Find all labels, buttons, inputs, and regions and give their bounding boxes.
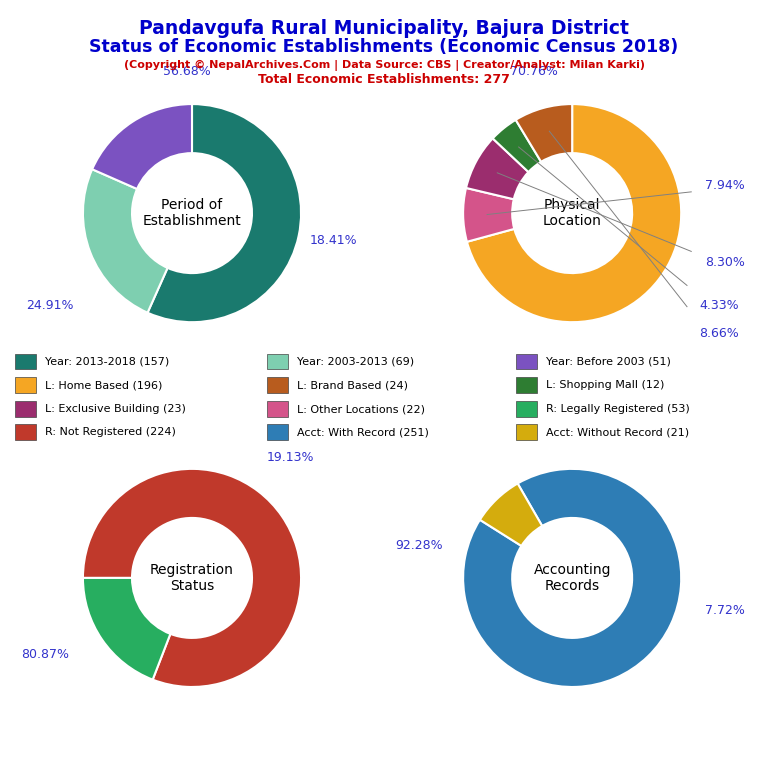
Text: 4.33%: 4.33% (700, 300, 739, 313)
Text: (Copyright © NepalArchives.Com | Data Source: CBS | Creator/Analyst: Milan Karki: (Copyright © NepalArchives.Com | Data So… (124, 60, 644, 71)
Text: 8.30%: 8.30% (705, 256, 745, 269)
Wedge shape (92, 104, 192, 189)
FancyBboxPatch shape (516, 401, 537, 417)
FancyBboxPatch shape (267, 377, 289, 393)
Text: Status of Economic Establishments (Economic Census 2018): Status of Economic Establishments (Econo… (89, 38, 679, 56)
Text: 19.13%: 19.13% (266, 452, 314, 465)
Text: L: Exclusive Building (23): L: Exclusive Building (23) (45, 404, 186, 414)
Text: 8.66%: 8.66% (700, 326, 740, 339)
FancyBboxPatch shape (15, 401, 36, 417)
FancyBboxPatch shape (516, 353, 537, 369)
FancyBboxPatch shape (15, 424, 36, 440)
Text: R: Not Registered (224): R: Not Registered (224) (45, 427, 176, 437)
Wedge shape (467, 104, 681, 322)
Text: L: Home Based (196): L: Home Based (196) (45, 380, 163, 390)
FancyBboxPatch shape (267, 353, 289, 369)
Text: L: Shopping Mall (12): L: Shopping Mall (12) (546, 380, 664, 390)
Text: Period of
Establishment: Period of Establishment (143, 198, 241, 228)
Text: Accounting
Records: Accounting Records (534, 563, 611, 593)
Text: Acct: With Record (251): Acct: With Record (251) (297, 427, 429, 437)
Text: Year: 2013-2018 (157): Year: 2013-2018 (157) (45, 356, 170, 366)
Wedge shape (83, 578, 170, 680)
Text: L: Brand Based (24): L: Brand Based (24) (297, 380, 409, 390)
Wedge shape (493, 120, 541, 172)
Text: Total Economic Establishments: 277: Total Economic Establishments: 277 (258, 73, 510, 86)
Wedge shape (463, 469, 681, 687)
Text: Physical
Location: Physical Location (543, 198, 601, 228)
FancyBboxPatch shape (267, 424, 289, 440)
Text: 18.41%: 18.41% (310, 234, 358, 247)
FancyBboxPatch shape (15, 353, 36, 369)
Wedge shape (480, 484, 542, 546)
Text: 7.94%: 7.94% (705, 180, 745, 192)
Text: Registration
Status: Registration Status (150, 563, 234, 593)
Text: R: Legally Registered (53): R: Legally Registered (53) (546, 404, 690, 414)
Wedge shape (466, 138, 528, 199)
FancyBboxPatch shape (267, 401, 289, 417)
Text: 70.76%: 70.76% (510, 65, 558, 78)
Wedge shape (147, 104, 301, 322)
Text: 92.28%: 92.28% (396, 538, 443, 551)
Text: 7.72%: 7.72% (705, 604, 745, 617)
Wedge shape (83, 469, 301, 687)
Text: Year: Before 2003 (51): Year: Before 2003 (51) (546, 356, 670, 366)
Wedge shape (463, 188, 515, 242)
FancyBboxPatch shape (516, 424, 537, 440)
Text: Pandavgufa Rural Municipality, Bajura District: Pandavgufa Rural Municipality, Bajura Di… (139, 19, 629, 38)
Wedge shape (515, 104, 572, 162)
Text: 80.87%: 80.87% (21, 647, 69, 660)
Text: Year: 2003-2013 (69): Year: 2003-2013 (69) (297, 356, 415, 366)
FancyBboxPatch shape (516, 377, 537, 393)
Text: Acct: Without Record (21): Acct: Without Record (21) (546, 427, 689, 437)
Wedge shape (83, 169, 167, 313)
Text: 56.68%: 56.68% (163, 65, 210, 78)
Text: 24.91%: 24.91% (26, 300, 74, 313)
FancyBboxPatch shape (15, 377, 36, 393)
Text: L: Other Locations (22): L: Other Locations (22) (297, 404, 425, 414)
